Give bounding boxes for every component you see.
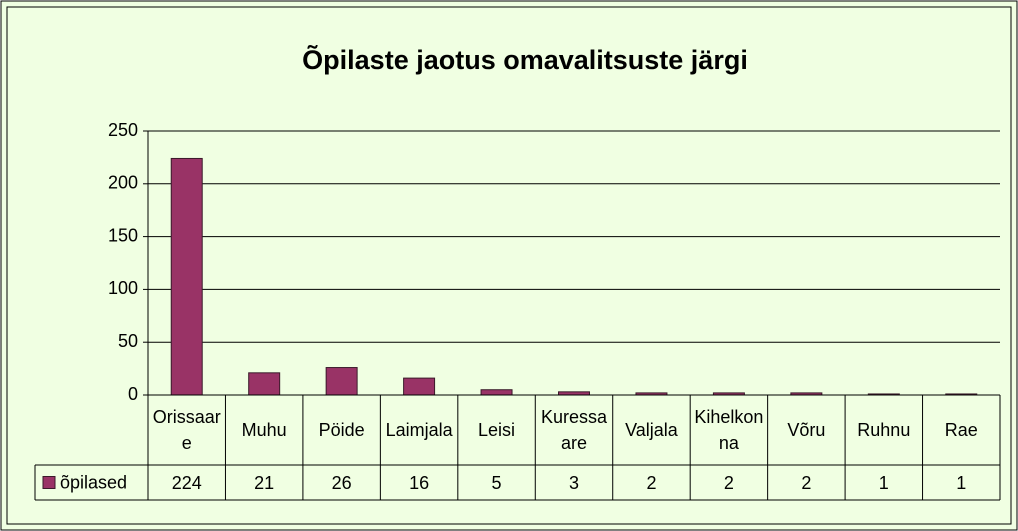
y-tick-label: 50	[118, 331, 138, 351]
category-label: Pöide	[318, 420, 365, 440]
y-tick-label: 200	[108, 173, 138, 193]
category-label: Muhu	[241, 420, 287, 440]
category-label: Kuressaare	[540, 407, 608, 453]
y-tick-label: 150	[108, 225, 138, 245]
data-table-value: 2	[723, 472, 734, 493]
data-table-value: 1	[878, 472, 889, 493]
y-tick-label: 0	[128, 384, 138, 404]
data-table-value: 16	[409, 472, 430, 493]
data-table-value: 21	[254, 472, 275, 493]
y-tick-label: 100	[108, 278, 138, 298]
bar	[325, 367, 358, 396]
bar	[403, 377, 436, 396]
category-label: Laimjala	[385, 420, 453, 440]
category-label: Leisi	[478, 420, 516, 440]
category-label: Ruhnu	[857, 420, 911, 440]
data-table-value: 2	[646, 472, 657, 493]
legend-key	[42, 476, 56, 489]
data-table-value: 1	[956, 472, 967, 493]
chart-frame	[6, 6, 1012, 525]
category-label: Orissaare	[152, 407, 221, 453]
category-label: Valjala	[625, 420, 678, 440]
data-table-value: 224	[171, 472, 202, 493]
data-table-value: 2	[801, 472, 812, 493]
bar	[170, 157, 203, 396]
data-table-value: 26	[331, 472, 352, 493]
legend-label: õpilased	[60, 472, 127, 492]
category-label: Rae	[944, 420, 978, 440]
chart-title: Õpilaste jaotus omavalitsuste järgi	[302, 44, 748, 75]
y-tick-label: 250	[108, 120, 138, 140]
data-table-value: 3	[568, 472, 579, 493]
bar	[248, 372, 281, 396]
category-label: Kihelkonna	[694, 407, 764, 453]
data-table-value: 5	[491, 472, 502, 493]
category-label: Võru	[787, 420, 826, 440]
